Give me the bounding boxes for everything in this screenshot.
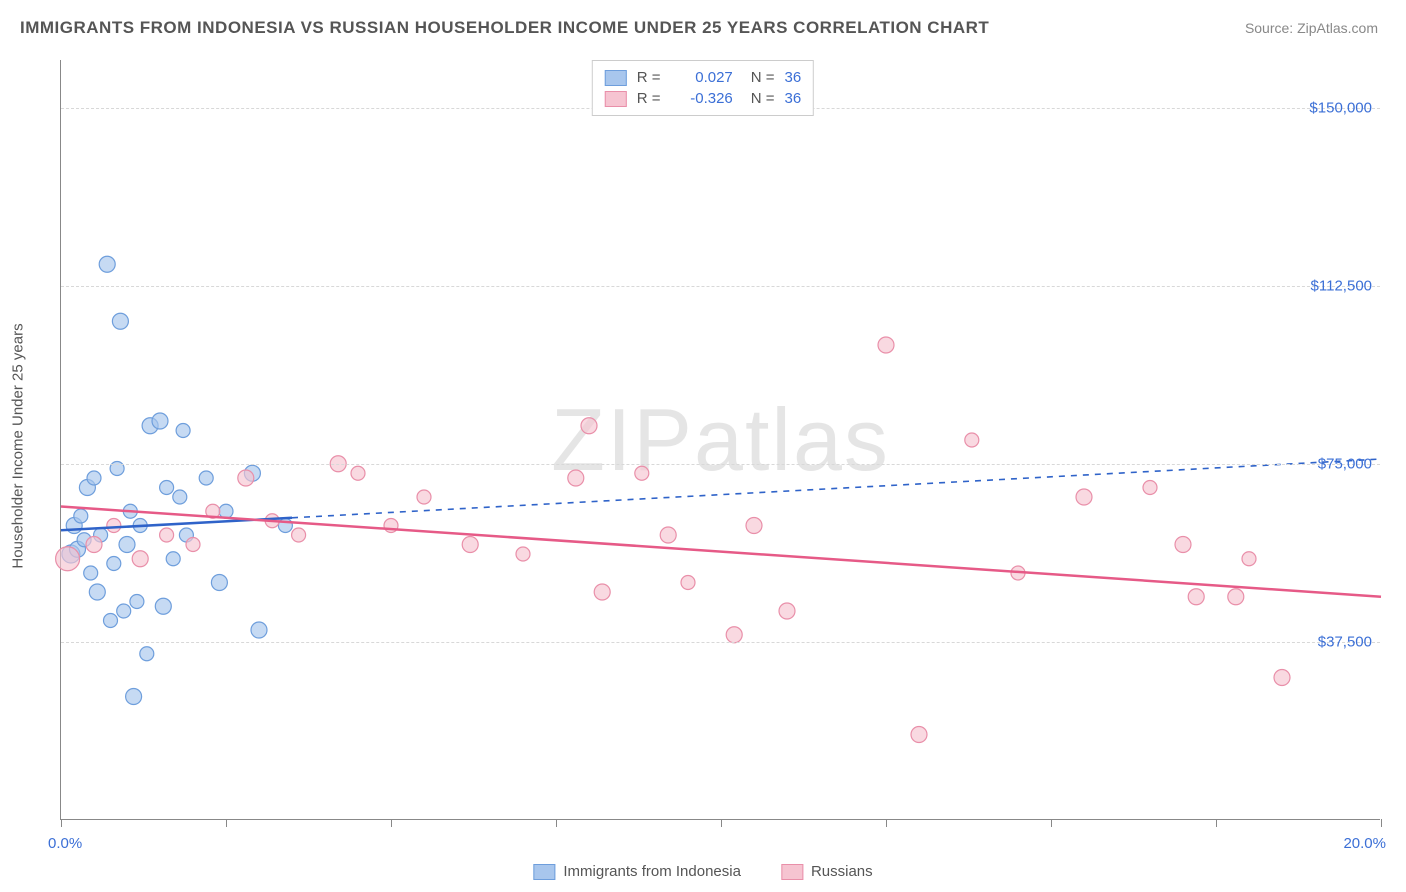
data-point bbox=[104, 614, 118, 628]
r-value-series1: 0.027 bbox=[675, 69, 733, 86]
data-point bbox=[779, 603, 795, 619]
x-axis-max-label: 20.0% bbox=[1343, 835, 1386, 852]
data-point bbox=[74, 509, 88, 523]
legend-row-series1: R = 0.027 N = 36 bbox=[605, 67, 801, 88]
data-point bbox=[126, 689, 142, 705]
data-point bbox=[89, 584, 105, 600]
data-point bbox=[130, 595, 144, 609]
data-point bbox=[351, 466, 365, 480]
data-point bbox=[911, 727, 927, 743]
correlation-legend: R = 0.027 N = 36 R = -0.326 N = 36 bbox=[592, 60, 814, 116]
data-point bbox=[173, 490, 187, 504]
x-axis-min-label: 0.0% bbox=[48, 835, 82, 852]
x-tick bbox=[721, 819, 722, 827]
x-tick bbox=[391, 819, 392, 827]
x-tick bbox=[1051, 819, 1052, 827]
r-label: R = bbox=[637, 69, 665, 86]
data-point bbox=[132, 551, 148, 567]
data-point bbox=[726, 627, 742, 643]
data-point bbox=[199, 471, 213, 485]
n-value-series1: 36 bbox=[785, 69, 802, 86]
data-point bbox=[1175, 537, 1191, 553]
data-point bbox=[211, 575, 227, 591]
plot-area: ZIPatlas $37,500$75,000$112,500$150,000 bbox=[60, 60, 1380, 820]
n-label: N = bbox=[751, 90, 775, 107]
x-tick bbox=[226, 819, 227, 827]
x-tick bbox=[1381, 819, 1382, 827]
data-point bbox=[1274, 670, 1290, 686]
data-point bbox=[119, 537, 135, 553]
y-tick-label: $112,500 bbox=[1311, 277, 1372, 294]
data-point bbox=[107, 519, 121, 533]
data-point bbox=[87, 471, 101, 485]
data-point bbox=[219, 504, 233, 518]
data-point bbox=[176, 424, 190, 438]
data-point bbox=[166, 552, 180, 566]
legend-item-series2: Russians bbox=[781, 863, 873, 880]
chart-title: IMMIGRANTS FROM INDONESIA VS RUSSIAN HOU… bbox=[20, 18, 989, 38]
data-point bbox=[681, 576, 695, 590]
data-point bbox=[568, 470, 584, 486]
data-point bbox=[140, 647, 154, 661]
x-tick bbox=[556, 819, 557, 827]
data-point bbox=[965, 433, 979, 447]
data-point bbox=[1188, 589, 1204, 605]
data-point bbox=[84, 566, 98, 580]
data-point bbox=[581, 418, 597, 434]
x-tick bbox=[886, 819, 887, 827]
data-point bbox=[160, 481, 174, 495]
y-tick-label: $37,500 bbox=[1318, 633, 1372, 650]
r-value-series2: -0.326 bbox=[675, 90, 733, 107]
data-point bbox=[117, 604, 131, 618]
gridline bbox=[61, 464, 1380, 465]
data-point bbox=[1228, 589, 1244, 605]
gridline bbox=[61, 286, 1380, 287]
data-point bbox=[56, 547, 80, 571]
data-point bbox=[238, 470, 254, 486]
chart-svg bbox=[61, 60, 1380, 819]
swatch-series1-bottom bbox=[533, 864, 555, 880]
data-point bbox=[155, 598, 171, 614]
data-point bbox=[292, 528, 306, 542]
y-tick-label: $75,000 bbox=[1318, 455, 1372, 472]
data-point bbox=[746, 518, 762, 534]
data-point bbox=[660, 527, 676, 543]
y-tick-label: $150,000 bbox=[1309, 99, 1372, 116]
y-axis-title: Householder Income Under 25 years bbox=[10, 323, 27, 568]
data-point bbox=[462, 537, 478, 553]
legend-label-series1: Immigrants from Indonesia bbox=[563, 863, 741, 880]
swatch-series2-bottom bbox=[781, 864, 803, 880]
data-point bbox=[594, 584, 610, 600]
series-legend: Immigrants from Indonesia Russians bbox=[533, 863, 872, 880]
data-point bbox=[251, 622, 267, 638]
data-point bbox=[1143, 481, 1157, 495]
legend-label-series2: Russians bbox=[811, 863, 873, 880]
gridline bbox=[61, 642, 1380, 643]
data-point bbox=[160, 528, 174, 542]
data-point bbox=[99, 256, 115, 272]
x-tick bbox=[61, 819, 62, 827]
legend-row-series2: R = -0.326 N = 36 bbox=[605, 88, 801, 109]
data-point bbox=[878, 337, 894, 353]
data-point bbox=[1076, 489, 1092, 505]
trendline-dashed bbox=[292, 459, 1381, 518]
data-point bbox=[112, 313, 128, 329]
swatch-series1 bbox=[605, 70, 627, 86]
data-point bbox=[86, 537, 102, 553]
data-point bbox=[186, 538, 200, 552]
legend-item-series1: Immigrants from Indonesia bbox=[533, 863, 741, 880]
source-label: Source: ZipAtlas.com bbox=[1245, 20, 1378, 36]
data-point bbox=[152, 413, 168, 429]
swatch-series2 bbox=[605, 91, 627, 107]
data-point bbox=[417, 490, 431, 504]
data-point bbox=[635, 466, 649, 480]
r-label: R = bbox=[637, 90, 665, 107]
data-point bbox=[107, 557, 121, 571]
data-point bbox=[1242, 552, 1256, 566]
data-point bbox=[516, 547, 530, 561]
x-tick bbox=[1216, 819, 1217, 827]
n-label: N = bbox=[751, 69, 775, 86]
n-value-series2: 36 bbox=[785, 90, 802, 107]
